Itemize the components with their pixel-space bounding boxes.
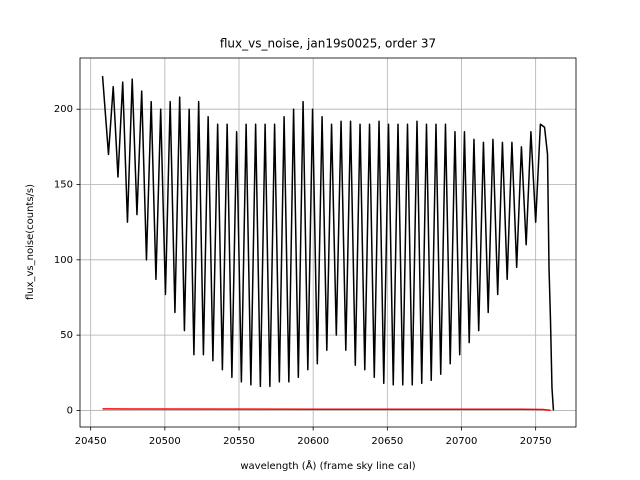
x-tick-label: 20600 — [297, 436, 329, 447]
chart-title: flux_vs_noise, jan19s0025, order 37 — [220, 37, 436, 51]
y-tick-label: 200 — [54, 104, 73, 115]
x-tick-label: 20550 — [223, 436, 255, 447]
x-tick-label: 20650 — [371, 436, 403, 447]
x-tick-label: 20450 — [75, 436, 107, 447]
y-tick-label: 50 — [60, 330, 73, 341]
x-tick-label: 20700 — [446, 436, 478, 447]
axes-frame — [79, 57, 577, 428]
y-tick-label: 150 — [54, 180, 73, 191]
x-tick-label: 20500 — [149, 436, 181, 447]
y-tick-label: 0 — [67, 405, 73, 416]
y-axis-label: flux_vs_noise(counts/s) — [25, 184, 36, 300]
data-line — [101, 76, 555, 411]
y-tick-label: 100 — [54, 255, 73, 266]
x-tick-label: 20750 — [520, 436, 552, 447]
data-line — [102, 408, 551, 412]
x-axis-label: wavelength (Å) (frame sky line cal) — [240, 459, 415, 472]
